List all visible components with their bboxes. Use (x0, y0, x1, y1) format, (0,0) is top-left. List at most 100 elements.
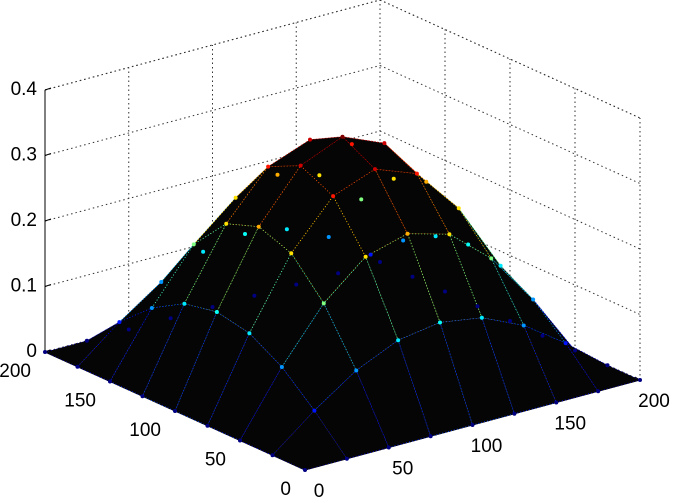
z-tick-label: 0.4 (11, 79, 38, 100)
y-tick-label: 0 (280, 479, 291, 500)
surface-point (638, 378, 642, 382)
surface-point (368, 252, 373, 257)
surface-point (289, 251, 294, 256)
y-tick-label: 200 (0, 361, 31, 382)
surface-point (84, 338, 89, 343)
surface-point (303, 468, 307, 472)
surface-point (354, 368, 359, 373)
surface-point (424, 179, 429, 184)
surface-point (438, 320, 442, 325)
z-tick-label: 0.1 (11, 276, 37, 297)
grid-line (44, 65, 381, 156)
surface-point (456, 206, 461, 211)
surface-point (596, 389, 601, 394)
x-tick-label: 150 (554, 414, 586, 435)
surface-point (266, 164, 271, 169)
surface-point (573, 348, 577, 353)
surface-point (512, 411, 517, 416)
surface-point (340, 134, 345, 139)
surface-point (43, 350, 47, 354)
surface-point (521, 323, 526, 328)
surface-point (373, 167, 377, 172)
surface-point (140, 394, 145, 399)
surface-point (475, 304, 480, 309)
surface-point (214, 309, 219, 314)
surface-point (256, 224, 261, 229)
surface-point (205, 423, 210, 428)
z-tick (44, 153, 52, 156)
surface-point (479, 315, 484, 320)
surface-point (243, 231, 247, 236)
surface-point (75, 364, 80, 369)
surface-patch (239, 366, 315, 456)
surface-point (210, 305, 215, 309)
surface-point (336, 271, 341, 276)
z-tick-label: 0.3 (11, 145, 37, 166)
surface-point (378, 260, 382, 264)
z-tick-label: 0 (26, 341, 37, 362)
x-tick-label: 50 (392, 459, 413, 480)
y-tick-label: 50 (205, 450, 226, 471)
surface-point (540, 333, 545, 338)
y-tick-label: 100 (129, 420, 161, 441)
surface-point (508, 319, 512, 323)
surface-point (563, 341, 568, 346)
box-edge (44, 0, 381, 91)
surface-point (270, 453, 275, 458)
surface-point (386, 445, 391, 450)
surface-point (349, 142, 354, 147)
surface-point (275, 172, 280, 177)
z-tick (44, 284, 52, 287)
surface-point (191, 242, 196, 247)
surface-patch (43, 321, 120, 368)
surface-point (312, 408, 317, 413)
surface-point (498, 263, 503, 268)
surface-point (344, 456, 349, 461)
surface-point (279, 365, 284, 370)
surface-patch (290, 195, 367, 305)
surface-point (443, 289, 447, 294)
surface-point (117, 320, 122, 325)
surface-point (326, 235, 331, 240)
surface-patch (76, 307, 153, 383)
surface-patch (258, 165, 334, 254)
surface-point (238, 438, 242, 443)
z-tick (44, 218, 52, 222)
surface-point (554, 400, 559, 405)
surface-point (201, 249, 206, 254)
surface-patch (374, 168, 451, 235)
surface-patch (341, 136, 419, 175)
surface-patch (299, 136, 376, 197)
surface-point (605, 363, 610, 368)
surface-point (470, 423, 475, 427)
surface-point (233, 195, 238, 200)
surface-point (317, 173, 322, 178)
z-tick-label: 0.2 (11, 210, 37, 231)
surface-point (331, 194, 336, 199)
surface-point (489, 256, 494, 261)
surface-patch (406, 233, 483, 323)
surface-patch (206, 332, 283, 442)
z-tick (44, 87, 52, 91)
surface-point (363, 254, 368, 259)
surface-point (428, 434, 433, 439)
surface-point (396, 338, 401, 343)
surface-point (126, 327, 131, 332)
surface-patch (565, 342, 642, 392)
surface-point (433, 234, 438, 239)
surface-point (359, 197, 364, 202)
surface-point (410, 274, 415, 279)
surface-point (405, 231, 410, 236)
surface-point (308, 137, 312, 142)
surface-point (391, 176, 396, 181)
y-tick-label: 150 (64, 391, 96, 412)
surface-point (447, 232, 452, 237)
surface-point (382, 141, 387, 146)
surface-point (414, 171, 419, 176)
surface-point (531, 297, 536, 302)
surface-point (401, 238, 406, 243)
surface-point (284, 227, 289, 232)
surface-patch (365, 233, 441, 341)
surface-patch (271, 409, 348, 471)
